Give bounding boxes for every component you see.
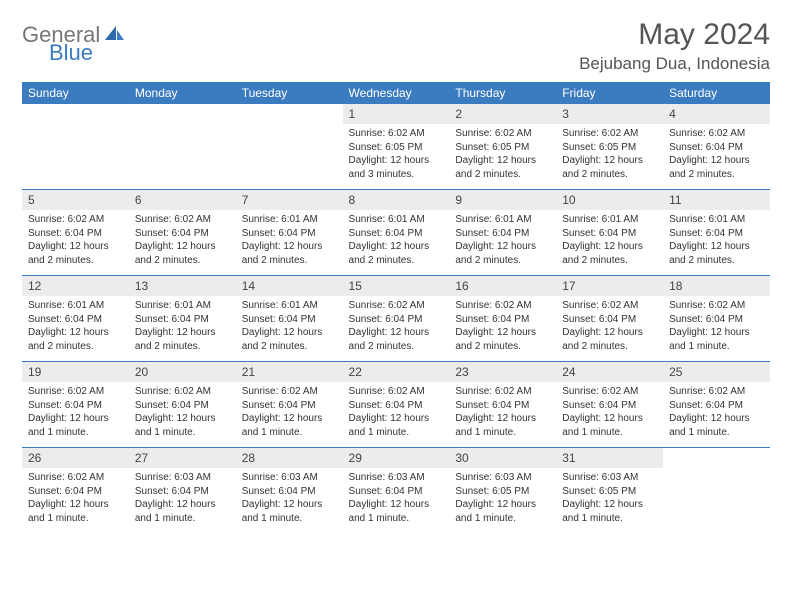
day-detail-cell: Sunrise: 6:02 AMSunset: 6:04 PMDaylight:… [236,382,343,448]
day-number-cell: 1 [343,104,450,124]
day-number-cell: 13 [129,276,236,296]
day-detail-cell: Sunrise: 6:02 AMSunset: 6:04 PMDaylight:… [343,296,450,362]
day-detail-cell: Sunrise: 6:01 AMSunset: 6:04 PMDaylight:… [236,296,343,362]
day-detail-cell: Sunrise: 6:02 AMSunset: 6:04 PMDaylight:… [22,382,129,448]
day-detail-cell [129,124,236,190]
day-detail-cell: Sunrise: 6:03 AMSunset: 6:05 PMDaylight:… [449,468,556,533]
day-detail-row: Sunrise: 6:02 AMSunset: 6:04 PMDaylight:… [22,210,770,276]
day-number-cell: 4 [663,104,770,124]
day-number-cell: 20 [129,362,236,382]
day-detail-cell: Sunrise: 6:01 AMSunset: 6:04 PMDaylight:… [343,210,450,276]
day-number-cell: 23 [449,362,556,382]
day-number-cell: 2 [449,104,556,124]
day-detail-cell: Sunrise: 6:02 AMSunset: 6:04 PMDaylight:… [343,382,450,448]
day-number-row: 19202122232425 [22,362,770,382]
day-number-cell: 31 [556,448,663,468]
day-detail-cell: Sunrise: 6:03 AMSunset: 6:04 PMDaylight:… [129,468,236,533]
day-header: Monday [129,82,236,104]
day-detail-cell: Sunrise: 6:01 AMSunset: 6:04 PMDaylight:… [556,210,663,276]
day-number-cell: 8 [343,190,450,210]
day-detail-cell: Sunrise: 6:02 AMSunset: 6:04 PMDaylight:… [663,382,770,448]
day-number-cell: 3 [556,104,663,124]
day-detail-cell: Sunrise: 6:01 AMSunset: 6:04 PMDaylight:… [663,210,770,276]
day-header: Wednesday [343,82,450,104]
day-detail-cell: Sunrise: 6:02 AMSunset: 6:04 PMDaylight:… [449,382,556,448]
day-number-row: 262728293031 [22,448,770,468]
day-detail-cell: Sunrise: 6:02 AMSunset: 6:05 PMDaylight:… [556,124,663,190]
day-number-cell: 19 [22,362,129,382]
location: Bejubang Dua, Indonesia [579,54,770,74]
day-detail-cell: Sunrise: 6:02 AMSunset: 6:04 PMDaylight:… [129,382,236,448]
day-number-cell: 7 [236,190,343,210]
day-number-cell [22,104,129,124]
day-detail-cell: Sunrise: 6:02 AMSunset: 6:04 PMDaylight:… [22,468,129,533]
header: General May 2024 Bejubang Dua, Indonesia [22,18,770,74]
day-detail-cell: Sunrise: 6:03 AMSunset: 6:04 PMDaylight:… [343,468,450,533]
day-number-cell: 18 [663,276,770,296]
day-number-cell: 17 [556,276,663,296]
day-detail-cell: Sunrise: 6:01 AMSunset: 6:04 PMDaylight:… [22,296,129,362]
day-header: Saturday [663,82,770,104]
day-detail-row: Sunrise: 6:02 AMSunset: 6:04 PMDaylight:… [22,382,770,448]
day-detail-row: Sunrise: 6:02 AMSunset: 6:04 PMDaylight:… [22,468,770,533]
logo-sail-icon [104,24,126,47]
day-number-cell [129,104,236,124]
day-header-row: SundayMondayTuesdayWednesdayThursdayFrid… [22,82,770,104]
day-detail-cell: Sunrise: 6:02 AMSunset: 6:04 PMDaylight:… [449,296,556,362]
day-detail-cell: Sunrise: 6:03 AMSunset: 6:05 PMDaylight:… [556,468,663,533]
day-detail-row: Sunrise: 6:02 AMSunset: 6:05 PMDaylight:… [22,124,770,190]
day-number-cell: 28 [236,448,343,468]
day-number-cell: 24 [556,362,663,382]
day-number-cell: 14 [236,276,343,296]
day-number-cell: 29 [343,448,450,468]
day-header: Sunday [22,82,129,104]
day-detail-cell: Sunrise: 6:02 AMSunset: 6:05 PMDaylight:… [343,124,450,190]
day-number-cell: 22 [343,362,450,382]
day-number-cell: 26 [22,448,129,468]
day-number-cell: 25 [663,362,770,382]
day-number-cell: 11 [663,190,770,210]
day-number-cell [663,448,770,468]
day-detail-cell [22,124,129,190]
day-detail-cell: Sunrise: 6:03 AMSunset: 6:04 PMDaylight:… [236,468,343,533]
day-detail-cell: Sunrise: 6:02 AMSunset: 6:04 PMDaylight:… [129,210,236,276]
day-detail-cell: Sunrise: 6:02 AMSunset: 6:04 PMDaylight:… [556,382,663,448]
day-number-cell: 6 [129,190,236,210]
day-number-cell: 21 [236,362,343,382]
day-detail-cell [663,468,770,533]
day-detail-cell: Sunrise: 6:01 AMSunset: 6:04 PMDaylight:… [449,210,556,276]
day-number-row: 1234 [22,104,770,124]
calendar-table: SundayMondayTuesdayWednesdayThursdayFrid… [22,82,770,533]
logo-text-blue: Blue [49,40,93,66]
day-number-cell: 9 [449,190,556,210]
day-header: Thursday [449,82,556,104]
title-block: May 2024 Bejubang Dua, Indonesia [579,18,770,74]
day-detail-cell: Sunrise: 6:02 AMSunset: 6:05 PMDaylight:… [449,124,556,190]
day-detail-cell: Sunrise: 6:02 AMSunset: 6:04 PMDaylight:… [663,296,770,362]
day-header: Tuesday [236,82,343,104]
day-number-cell: 12 [22,276,129,296]
day-detail-cell: Sunrise: 6:02 AMSunset: 6:04 PMDaylight:… [22,210,129,276]
day-number-cell: 15 [343,276,450,296]
day-number-cell: 30 [449,448,556,468]
day-number-row: 12131415161718 [22,276,770,296]
day-number-row: 567891011 [22,190,770,210]
month-title: May 2024 [579,18,770,52]
day-number-cell: 27 [129,448,236,468]
day-number-cell: 10 [556,190,663,210]
day-detail-row: Sunrise: 6:01 AMSunset: 6:04 PMDaylight:… [22,296,770,362]
day-detail-cell: Sunrise: 6:01 AMSunset: 6:04 PMDaylight:… [129,296,236,362]
day-detail-cell: Sunrise: 6:02 AMSunset: 6:04 PMDaylight:… [556,296,663,362]
day-header: Friday [556,82,663,104]
day-number-cell: 5 [22,190,129,210]
day-detail-cell: Sunrise: 6:02 AMSunset: 6:04 PMDaylight:… [663,124,770,190]
day-detail-cell: Sunrise: 6:01 AMSunset: 6:04 PMDaylight:… [236,210,343,276]
day-number-cell [236,104,343,124]
day-detail-cell [236,124,343,190]
day-number-cell: 16 [449,276,556,296]
